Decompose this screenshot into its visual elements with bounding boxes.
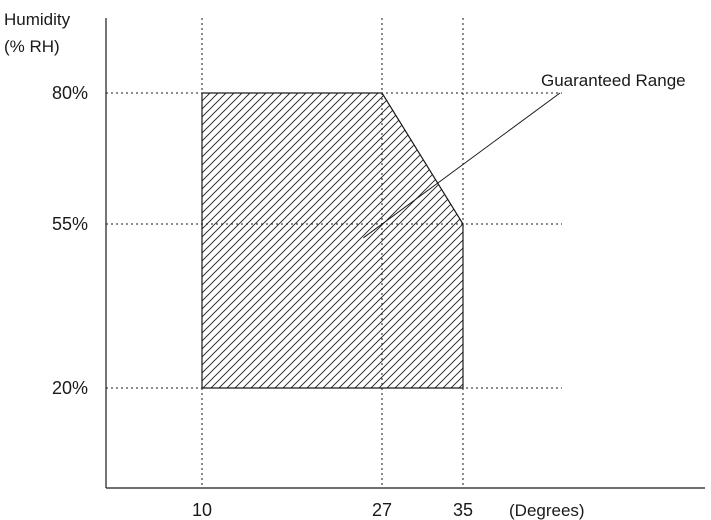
hatch-line-58 — [360, 93, 463, 388]
hatch-line-17 — [202, 93, 333, 388]
hatch-line-32 — [202, 93, 453, 388]
hatch-line-59 — [368, 93, 463, 388]
x-tick-labels: 10 27 35 — [192, 500, 473, 520]
region-outline — [201, 92, 464, 389]
hatch-line-34 — [202, 93, 463, 388]
x-tick-label-27: 27 — [372, 500, 392, 520]
hatch-line-55 — [336, 93, 463, 388]
hatch-line-37 — [202, 93, 463, 388]
hatch-line-53 — [320, 93, 463, 388]
hatch-line-25 — [202, 93, 397, 388]
hatch-line-12 — [202, 93, 293, 388]
hatch-line-42 — [232, 93, 463, 388]
hatch-line-11 — [202, 93, 285, 388]
hatch-line-9 — [202, 93, 269, 388]
y-tick-labels: 20% 55% 80% — [52, 83, 88, 398]
hatch-line-29 — [202, 93, 429, 388]
hatch-line-61 — [384, 93, 463, 388]
hatch-line-24 — [202, 93, 389, 388]
x-tick-label-35: 35 — [453, 500, 473, 520]
hatch-line-72 — [473, 91, 711, 390]
hatch-line-38 — [202, 93, 463, 388]
hatch-line-43 — [240, 93, 463, 388]
hatch-line-14 — [202, 93, 309, 388]
hatch-line-62 — [392, 93, 463, 388]
hatch-line-4 — [202, 93, 229, 388]
hatch-line-63 — [400, 93, 463, 388]
hatch-line-26 — [202, 93, 405, 388]
annotation-leader-line — [363, 92, 561, 239]
x-tick-label-10: 10 — [192, 500, 212, 520]
hatch-line-41 — [224, 93, 463, 388]
hatch-line-0 — [0, 91, 196, 390]
hatch-line-56 — [344, 93, 463, 388]
hatch-line-1 — [202, 93, 205, 388]
hatch-line-22 — [202, 93, 373, 388]
y-tick-label-80: 80% — [52, 83, 88, 103]
annotation-label: Guaranteed Range — [541, 71, 686, 90]
hatch-line-8 — [202, 93, 261, 388]
hatch-line-31 — [202, 93, 445, 388]
hatch-line-48 — [280, 93, 463, 388]
hatch-line-35 — [202, 93, 463, 388]
hatch-line-45 — [256, 93, 463, 388]
hatch-line-65 — [416, 93, 463, 388]
hatch-line-23 — [202, 93, 381, 388]
hatch-line-66 — [424, 93, 463, 388]
hatch-line-13 — [202, 93, 301, 388]
hatch-line-49 — [288, 93, 463, 388]
hatch-line-51 — [304, 93, 463, 388]
hatch-line-28 — [202, 93, 421, 388]
hatch-line-27 — [202, 93, 413, 388]
hatch-line-21 — [202, 93, 365, 388]
hatch-line-50 — [296, 93, 463, 388]
hatch-line-30 — [202, 93, 437, 388]
region-hatching — [0, 91, 711, 390]
hatch-line-5 — [202, 93, 237, 388]
hatch-line-16 — [202, 93, 325, 388]
y-tick-label-55: 55% — [52, 214, 88, 234]
y-axis-title-line-2: (% RH) — [4, 37, 60, 56]
hatch-line-3 — [202, 93, 221, 388]
annotation: Guaranteed Range — [363, 71, 686, 239]
hatch-line-33 — [202, 93, 461, 388]
hatch-line-70 — [456, 93, 463, 388]
hatch-line-69 — [448, 93, 463, 388]
hatch-line-68 — [440, 93, 463, 388]
hatch-line-64 — [408, 93, 463, 388]
hatch-line-15 — [202, 93, 317, 388]
hatch-line-20 — [202, 93, 357, 388]
hatch-line-18 — [202, 93, 341, 388]
hatch-line-47 — [272, 93, 463, 388]
axes — [105, 18, 705, 489]
hatch-line-67 — [432, 93, 463, 388]
hatch-line-54 — [328, 93, 463, 388]
hatch-line-44 — [248, 93, 463, 388]
hatch-line-60 — [376, 93, 463, 388]
y-tick-label-20: 20% — [52, 378, 88, 398]
guaranteed-range-region — [0, 91, 711, 390]
y-axis-title-line-1: Humidity — [4, 10, 71, 29]
hatch-line-40 — [216, 93, 463, 388]
gridlines — [106, 18, 562, 488]
x-axis-title: (Degrees) — [509, 501, 585, 520]
hatch-line-19 — [202, 93, 349, 388]
y-axis-title: Humidity (% RH) — [4, 10, 71, 56]
hatch-line-57 — [352, 93, 463, 388]
hatch-line-10 — [202, 93, 277, 388]
hatch-line-46 — [264, 93, 463, 388]
hatch-line-36 — [202, 93, 463, 388]
